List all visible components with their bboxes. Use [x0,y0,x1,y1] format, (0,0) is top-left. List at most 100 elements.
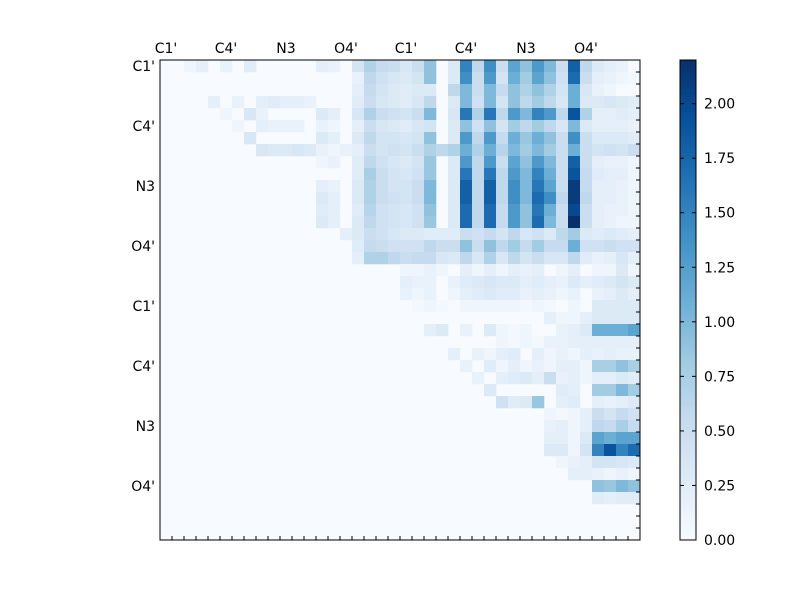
heatmap-cell [448,288,461,301]
heatmap-cell [484,384,497,397]
heatmap-cell [580,192,593,205]
heatmap-cell [484,144,497,157]
plot-frame [159,59,641,541]
heatmap-cell [460,240,473,253]
heatmap-cell [544,108,557,121]
heatmap-cell [592,192,605,205]
heatmap-cell [628,372,641,385]
colorbar-tick-label: 0.00 [704,533,735,549]
heatmap-cell [400,180,413,193]
colorbar-tick-label: 1.50 [704,206,735,222]
heatmap-cell [592,228,605,241]
heatmap-cell [580,228,593,241]
heatmap-cell [472,108,485,121]
heatmap-cell [388,120,401,133]
heatmap-cell [268,144,281,157]
heatmap-cell [460,72,473,85]
heatmap-cell [268,96,281,109]
heatmap-cell [376,240,389,253]
heatmap-cell [364,84,377,97]
heatmap-cell [400,252,413,265]
heatmap-cell [376,252,389,265]
heatmap-cell [580,336,593,349]
heatmap-cell [400,132,413,145]
heatmap-cell [484,180,497,193]
heatmap-cell [268,120,281,133]
heatmap-cell [352,252,365,265]
heatmap-cell [568,228,581,241]
heatmap-cell [544,228,557,241]
heatmap-cell [604,372,617,385]
heatmap-cell [484,276,497,289]
heatmap-cell [568,456,581,469]
heatmap-cell [532,156,545,169]
heatmap-cell [496,276,509,289]
heatmap-cell [508,72,521,85]
heatmap-cell [580,444,593,457]
heatmap-cell [472,288,485,301]
heatmap-cell [628,72,641,85]
heatmap-cell [448,60,461,73]
heatmap-cell [580,432,593,445]
heatmap-cell [472,372,485,385]
heatmap-cell [508,96,521,109]
heatmap-cell [484,240,497,253]
heatmap-cell [544,120,557,133]
heatmap-cell [532,372,545,385]
heatmap-cell [592,204,605,217]
heatmap-cell [556,372,569,385]
heatmap-cell [484,288,497,301]
heatmap-cell [616,240,629,253]
heatmap-cell [448,252,461,265]
heatmap-cell [364,204,377,217]
heatmap-cell [556,276,569,289]
heatmap-cell [568,72,581,85]
heatmap-cell [604,60,617,73]
heatmap-cell [460,300,473,313]
heatmap-cell [508,324,521,337]
heatmap-cell [376,60,389,73]
heatmap-cell [496,228,509,241]
heatmap-cell [448,180,461,193]
heatmap-cell [352,84,365,97]
heatmap-cell [436,300,449,313]
heatmap-cell [616,216,629,229]
heatmap-cell [628,480,641,493]
heatmap-cell [328,192,341,205]
heatmap-cell [532,276,545,289]
heatmap-cell [556,108,569,121]
heatmap-cell [520,192,533,205]
heatmap-cell [556,288,569,301]
heatmap-cell [352,132,365,145]
heatmap-cell [592,420,605,433]
heatmap-cell [532,240,545,253]
heatmap-cell [316,60,329,73]
heatmap-cell [580,408,593,421]
heatmap-cell [460,144,473,157]
heatmap-cell [592,468,605,481]
heatmap-cell [484,264,497,277]
heatmap-cell [616,444,629,457]
heatmap-cell [496,204,509,217]
heatmap-cell [568,360,581,373]
heatmap-cell [508,360,521,373]
heatmap-cell [448,348,461,361]
heatmap-cell [256,96,269,109]
heatmap-cell [388,180,401,193]
heatmap-cell [460,360,473,373]
heatmap-cell [364,108,377,121]
heatmap-cell [472,60,485,73]
heatmap-cell [568,300,581,313]
heatmap-cell [616,276,629,289]
heatmap-cell [364,72,377,85]
heatmap-cell [508,240,521,253]
heatmap-cell [580,108,593,121]
heatmap-cell [244,108,257,121]
heatmap-cell [568,336,581,349]
heatmap-cell [364,96,377,109]
heatmap-cell [580,468,593,481]
heatmap-cell [328,132,341,145]
heatmap-cell [496,132,509,145]
heatmap-cell [424,132,437,145]
heatmap-cell [328,144,341,157]
